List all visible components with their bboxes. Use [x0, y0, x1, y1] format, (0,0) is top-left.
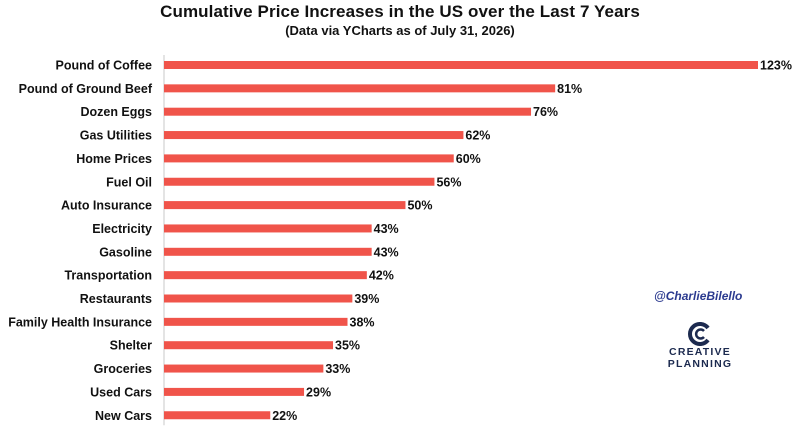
category-label: Family Health Insurance	[8, 315, 152, 329]
bar	[164, 341, 334, 350]
category-label: Used Cars	[90, 385, 152, 399]
category-label: Electricity	[92, 222, 152, 236]
chart-subtitle: (Data via YCharts as of July 31, 2026)	[285, 23, 515, 38]
category-label: Pound of Ground Beef	[19, 82, 153, 96]
category-label: Gas Utilities	[80, 129, 152, 143]
creative-planning-logo: CREATIVE PLANNING	[660, 322, 740, 370]
category-label: Auto Insurance	[61, 199, 152, 213]
bar	[164, 177, 435, 186]
bar	[164, 364, 324, 373]
bar	[164, 154, 454, 163]
bar	[164, 317, 348, 326]
value-label: 33%	[325, 362, 350, 376]
category-label: Fuel Oil	[106, 175, 152, 189]
bar	[164, 387, 305, 396]
bar	[164, 107, 532, 116]
value-label: 29%	[306, 385, 331, 399]
category-label: Pound of Coffee	[55, 59, 152, 73]
value-label: 62%	[465, 129, 490, 143]
bar	[164, 224, 372, 233]
bar	[164, 294, 353, 303]
bar	[164, 84, 556, 93]
bar	[164, 247, 372, 256]
category-label: New Cars	[95, 409, 152, 423]
bar	[164, 271, 367, 280]
value-label: 50%	[407, 199, 432, 213]
category-label: Shelter	[110, 339, 153, 353]
category-label: Restaurants	[80, 292, 152, 306]
bar	[164, 201, 406, 210]
category-label: Gasoline	[99, 245, 152, 259]
value-label: 35%	[335, 339, 360, 353]
value-label: 60%	[456, 152, 481, 166]
value-label: 76%	[533, 105, 558, 119]
value-label: 123%	[760, 59, 792, 73]
category-label: Home Prices	[76, 152, 152, 166]
value-label: 43%	[374, 222, 399, 236]
bar	[164, 61, 758, 69]
category-label: Dozen Eggs	[80, 105, 152, 119]
value-label: 81%	[557, 82, 582, 96]
creative-planning-logo-icon	[688, 322, 710, 346]
twitter-handle: @CharlieBilello	[654, 289, 743, 303]
value-label: 43%	[374, 245, 399, 259]
bar	[164, 131, 464, 140]
chart-title: Cumulative Price Increases in the US ove…	[160, 2, 640, 21]
value-label: 39%	[354, 292, 379, 306]
category-label: Transportation	[64, 269, 152, 283]
value-label: 42%	[369, 269, 394, 283]
bar	[164, 411, 271, 420]
category-label: Groceries	[94, 362, 152, 376]
value-label: 22%	[272, 409, 297, 423]
value-label: 38%	[350, 315, 375, 329]
logo-text-line2: PLANNING	[667, 358, 733, 370]
logo-text-line1: CREATIVE	[669, 346, 731, 358]
value-label: 56%	[436, 175, 461, 189]
